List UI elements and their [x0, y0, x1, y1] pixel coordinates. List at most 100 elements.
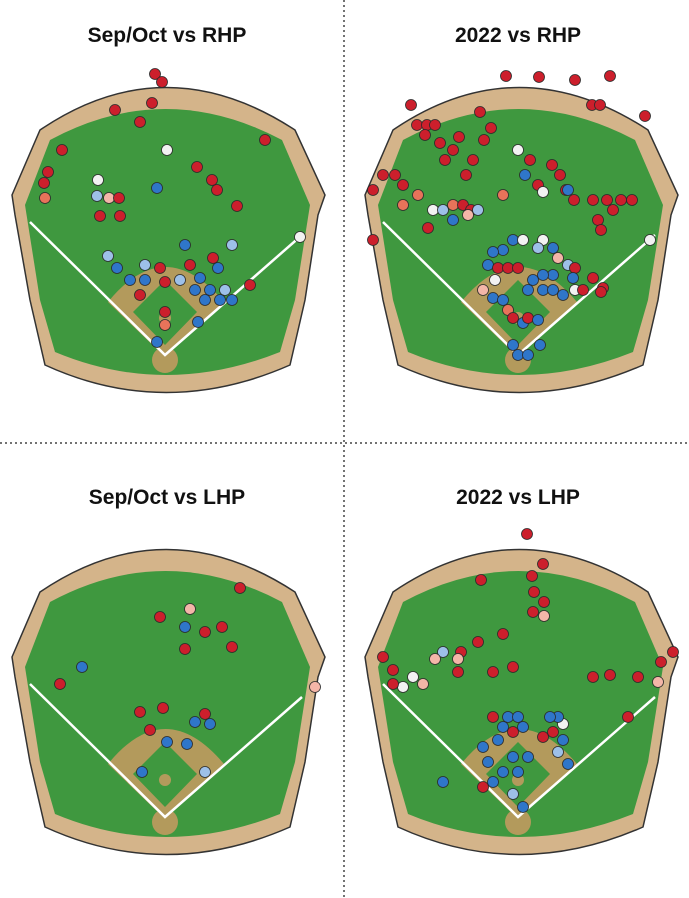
batted-ball: [492, 262, 504, 274]
batted-ball: [487, 666, 499, 678]
batted-ball: [234, 582, 246, 594]
batted-ball: [214, 294, 226, 306]
batted-ball: [517, 234, 529, 246]
batted-ball: [212, 262, 224, 274]
batted-ball: [377, 169, 389, 181]
batted-ball: [521, 528, 533, 540]
batted-ball: [38, 177, 50, 189]
batted-ball: [477, 284, 489, 296]
batted-ball: [231, 200, 243, 212]
batted-ball: [632, 671, 644, 683]
batted-ball: [429, 119, 441, 131]
batted-ball: [154, 611, 166, 623]
batted-ball: [552, 746, 564, 758]
batted-ball: [179, 643, 191, 655]
batted-ball: [427, 204, 439, 216]
batted-ball: [587, 272, 599, 284]
batted-ball: [655, 656, 667, 668]
batted-ball: [417, 678, 429, 690]
batted-ball: [136, 766, 148, 778]
batted-ball: [552, 252, 564, 264]
batted-ball: [569, 74, 581, 86]
batted-ball: [199, 626, 211, 638]
batted-ball: [462, 209, 474, 221]
batted-ball: [460, 169, 472, 181]
batted-ball: [389, 169, 401, 181]
batted-ball: [199, 708, 211, 720]
batted-ball: [592, 214, 604, 226]
batted-ball: [472, 204, 484, 216]
batted-ball: [652, 676, 664, 688]
batted-ball: [482, 756, 494, 768]
batted-ball: [405, 99, 417, 111]
batted-ball: [512, 262, 524, 274]
batted-ball: [587, 194, 599, 206]
batted-ball: [407, 671, 419, 683]
batted-ball: [103, 192, 115, 204]
batted-ball: [487, 776, 499, 788]
batted-ball: [422, 222, 434, 234]
batted-ball: [102, 250, 114, 262]
batted-ball: [447, 144, 459, 156]
batted-ball: [134, 289, 146, 301]
batted-ball: [644, 234, 656, 246]
batted-ball: [111, 262, 123, 274]
batted-ball: [526, 570, 538, 582]
batted-ball: [489, 274, 501, 286]
batted-ball: [615, 194, 627, 206]
batted-ball: [512, 711, 524, 723]
batted-ball: [134, 706, 146, 718]
batted-ball: [151, 336, 163, 348]
batted-ball: [226, 239, 238, 251]
batted-ball: [453, 131, 465, 143]
batted-ball: [547, 726, 559, 738]
batted-ball: [447, 214, 459, 226]
batted-ball: [92, 174, 104, 186]
batted-ball: [226, 641, 238, 653]
batted-ball: [497, 766, 509, 778]
batted-ball: [437, 204, 449, 216]
batted-ball: [467, 154, 479, 166]
batted-ball: [194, 272, 206, 284]
batted-ball: [527, 274, 539, 286]
batted-ball: [387, 678, 399, 690]
batted-ball: [397, 179, 409, 191]
batted-ball: [411, 119, 423, 131]
batted-ball: [607, 204, 619, 216]
batted-ball: [497, 244, 509, 256]
batted-ball: [522, 312, 534, 324]
batted-ball: [604, 70, 616, 82]
batted-ball: [429, 653, 441, 665]
batted-ball: [507, 751, 519, 763]
batted-ball: [109, 104, 121, 116]
batted-ball: [487, 292, 499, 304]
batted-ball: [487, 711, 499, 723]
batted-ball: [497, 628, 509, 640]
panel-title: 2022 vs RHP: [455, 24, 581, 47]
batted-ball: [527, 606, 539, 618]
batted-ball: [447, 199, 459, 211]
batted-ball: [157, 702, 169, 714]
batted-ball: [367, 234, 379, 246]
batted-ball: [367, 184, 379, 196]
batted-ball: [219, 284, 231, 296]
batted-ball: [482, 259, 494, 271]
batted-ball: [134, 116, 146, 128]
batted-ball: [199, 294, 211, 306]
batted-ball: [94, 210, 106, 222]
batted-ball: [639, 110, 651, 122]
panel: Sep/Oct vs LHP: [10, 486, 327, 856]
batted-ball: [601, 194, 613, 206]
batted-ball: [524, 154, 536, 166]
batted-ball: [485, 122, 497, 134]
batted-ball: [154, 262, 166, 274]
batted-ball: [207, 252, 219, 264]
batted-ball: [522, 751, 534, 763]
panel: 2022 vs LHP: [363, 486, 680, 856]
batted-ball: [412, 189, 424, 201]
batted-ball: [569, 262, 581, 274]
panel: 2022 vs RHP: [363, 24, 680, 394]
batted-ball: [199, 766, 211, 778]
batted-ball: [622, 711, 634, 723]
